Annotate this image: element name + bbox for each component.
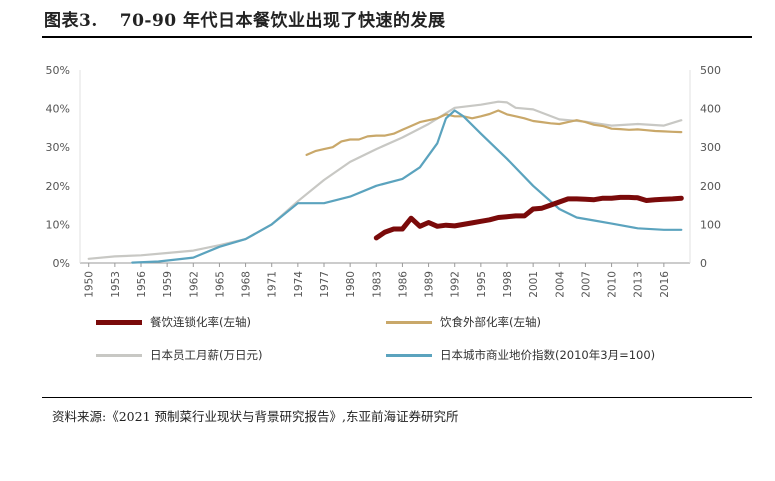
legend-swatch-land-price-index: [386, 353, 432, 357]
figure-number: 图表3.: [44, 11, 98, 31]
x-tick-label: 1962: [188, 271, 200, 298]
legend-label-monthly-wage: 日本员工月薪(万日元): [150, 348, 263, 362]
y-right-tick-label: 300: [700, 141, 721, 154]
y-right-tick-label: 200: [700, 180, 721, 193]
y-left-tick-label: 50%: [46, 64, 70, 77]
x-tick-label: 2016: [659, 271, 671, 298]
x-tick-label: 2010: [607, 271, 619, 298]
figure-title-text: 70-90 年代日本餐饮业出现了快速的发展: [119, 11, 446, 31]
y-right-tick-label: 0: [700, 257, 707, 270]
y-right-tick-label: 100: [700, 218, 721, 231]
y-right-tick-label: 500: [700, 64, 721, 77]
x-tick-label: 1968: [241, 271, 253, 298]
legend-item-monthly-wage: 日本员工月薪(万日元): [96, 346, 262, 364]
legend-label-dining-out-rate: 饮食外部化率(左轴): [440, 315, 541, 329]
x-tick-label: 1998: [502, 271, 514, 298]
x-tick-label: 1986: [397, 271, 409, 298]
y-left-tick-label: 20%: [46, 180, 70, 193]
legend-item-dining-out-rate: 饮食外部化率(左轴): [386, 313, 541, 331]
x-tick-label: 1971: [267, 271, 279, 298]
series-line-3: [131, 109, 683, 264]
x-tick-label: 1983: [371, 271, 383, 298]
source-rule: [42, 397, 752, 398]
y-left-tick-label: 30%: [46, 141, 70, 154]
x-tick-label: 1995: [476, 271, 488, 298]
x-tick-label: 1989: [424, 271, 436, 298]
x-tick-label: 1956: [136, 271, 148, 298]
y-left-tick-label: 10%: [46, 218, 70, 231]
x-tick-label: 1950: [84, 271, 96, 298]
x-tick-label: 1977: [319, 271, 331, 298]
x-tick-label: 2001: [528, 271, 540, 298]
line-chart: 0% 10% 20% 30% 40% 50% 0 100 200 300 400 500 1950 195…: [46, 64, 721, 298]
legend-label-land-price-index: 日本城市商业地价指数(2010年3月=100): [440, 348, 656, 362]
legend-item-chain-rate: 餐饮连锁化率(左轴): [96, 313, 251, 331]
x-tick-label: 1965: [214, 271, 226, 298]
source-note: 资料来源:《2021 预制菜行业现状与背景研究报告》,东亚前海证券研究所: [52, 409, 459, 424]
x-tick-label: 1974: [293, 271, 305, 298]
legend-swatch-chain-rate: [96, 319, 142, 325]
series-line-1: [305, 109, 683, 156]
legend-item-land-price-index: 日本城市商业地价指数(2010年3月=100): [386, 346, 655, 364]
x-tick-label: 2007: [580, 271, 592, 298]
legend-label-chain-rate: 餐饮连锁化率(左轴): [150, 315, 251, 329]
y-left-tick-label: 40%: [46, 103, 70, 116]
title-rule: [42, 36, 752, 38]
legend-swatch-monthly-wage: [96, 353, 142, 357]
legend-swatch-dining-out-rate: [386, 320, 432, 324]
y-left-tick-label: 0%: [53, 257, 70, 270]
x-tick-label: 1953: [110, 271, 122, 298]
figure-title: 图表3. 70-90 年代日本餐饮业出现了快速的发展: [44, 6, 446, 31]
x-tick-label: 2013: [633, 271, 645, 298]
y-right-tick-label: 400: [700, 103, 721, 116]
x-tick-label: 1980: [345, 271, 357, 298]
series-line-0: [373, 194, 684, 241]
x-tick-label: 1992: [450, 271, 462, 298]
x-tick-label: 2004: [554, 271, 566, 298]
x-tick-label: 1959: [162, 271, 174, 298]
